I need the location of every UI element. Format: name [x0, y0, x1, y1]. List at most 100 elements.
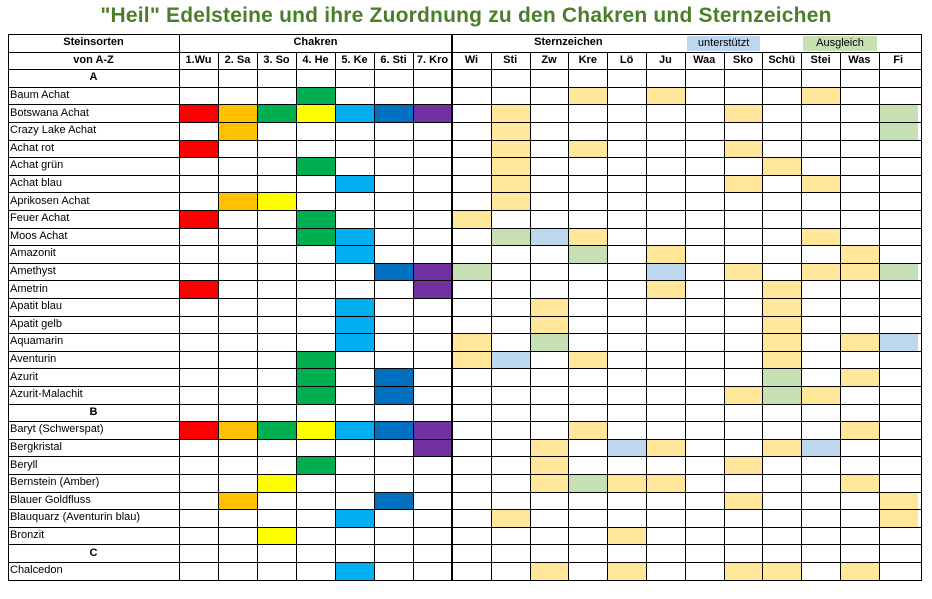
chakra-col-header: 6. Sti — [380, 53, 407, 66]
grid-line-h — [8, 474, 922, 475]
section-letter: A — [89, 71, 98, 84]
chakra-col-header: 7. Kro — [416, 53, 449, 66]
zodiac-cell — [879, 510, 918, 527]
stone-name: Amethyst — [10, 265, 56, 278]
stone-name: Bernstein (Amber) — [10, 476, 100, 489]
grid-line-v — [530, 51, 531, 581]
grid-line-h — [8, 69, 922, 70]
chakra-cell — [336, 299, 374, 316]
grid-line-h — [8, 456, 922, 457]
chakra-cell — [375, 369, 413, 386]
grid-line-h — [8, 245, 922, 246]
chakra-cell — [180, 422, 218, 439]
zodiac-cell — [724, 387, 763, 404]
grid-line-h — [8, 87, 922, 88]
grid-line-v — [685, 51, 686, 581]
grid-line-h — [8, 157, 922, 158]
zodiac-cell — [879, 263, 918, 281]
chakra-cell — [336, 316, 374, 334]
stone-name: Crazy Lake Achat — [10, 124, 97, 137]
zodiac-cell — [647, 87, 685, 105]
zodiac-cell — [608, 527, 646, 545]
zodiac-cell — [491, 193, 530, 210]
chakra-cell — [297, 422, 335, 439]
zodiac-cell — [763, 281, 802, 298]
chakra-cell — [258, 475, 296, 492]
chakra-cell — [375, 422, 413, 439]
grid-line-v — [762, 51, 763, 581]
grid-line-v — [646, 51, 647, 581]
grid-line-h — [8, 298, 922, 299]
chakra-cell — [219, 193, 257, 210]
stones-subheader: von A-Z — [73, 53, 114, 66]
stone-name: Aquamarin — [10, 335, 64, 348]
chakra-cell — [375, 492, 413, 510]
grid-line-v — [840, 51, 841, 581]
chakra-col-header: 5. Ke — [341, 53, 368, 66]
zodiac-cell — [647, 281, 685, 298]
stone-name: Bronzit — [10, 529, 45, 542]
zodiac-cell — [841, 246, 879, 263]
stone-name: Amazonit — [10, 247, 56, 260]
zodiac-cell — [453, 263, 491, 281]
chakra-cell — [375, 387, 413, 404]
chakra-cell — [297, 105, 335, 122]
stone-name: Blauquarz (Aventurin blau) — [10, 511, 141, 524]
grid-line-h — [8, 509, 922, 510]
chakra-cell — [297, 369, 335, 386]
zodiac-cell — [724, 263, 763, 281]
zodiac-cell — [841, 369, 879, 386]
zodiac-col-header: Wi — [464, 53, 479, 66]
zodiac-cell — [569, 87, 608, 105]
zodiac-cell — [530, 475, 569, 492]
legend-balance: Ausgleich — [803, 36, 877, 51]
chakra-cell — [219, 422, 257, 439]
zodiac-cell — [802, 228, 840, 246]
grid-line-v — [921, 34, 922, 581]
chakra-cell — [297, 387, 335, 404]
stone-name: Achat blau — [10, 177, 62, 190]
zodiac-cell — [530, 228, 569, 246]
zodiac-cell — [453, 351, 491, 369]
zodiac-cell — [841, 475, 879, 492]
grid-line-h — [8, 140, 922, 141]
zodiac-cell — [647, 439, 685, 457]
zodiac-col-header: Kre — [578, 53, 597, 66]
zodiac-cell — [763, 158, 802, 175]
grid-line-v — [568, 51, 569, 581]
stones-header: Steinsorten — [63, 36, 124, 49]
grid-line-h — [8, 386, 922, 387]
zodiac-cell — [763, 387, 802, 404]
zodiac-cell — [569, 246, 608, 263]
chakra-cell — [297, 211, 335, 228]
grid-line-h — [179, 52, 452, 53]
grid-line-h — [8, 192, 922, 193]
zodiac-cell — [608, 563, 646, 580]
chakra-cell — [258, 105, 296, 122]
stone-name: Chalcedon — [10, 564, 63, 577]
stone-name: Achat grün — [10, 159, 64, 172]
grid-line-h — [8, 333, 922, 334]
zodiac-cell — [569, 475, 608, 492]
zodiac-cell — [724, 457, 763, 474]
zodiac-cell — [491, 140, 530, 158]
zodiac-cell — [453, 211, 491, 228]
zodiac-cell — [879, 492, 918, 510]
zodiac-cell — [841, 422, 879, 439]
zodiac-cell — [841, 563, 879, 580]
chakra-cell — [297, 87, 335, 105]
grid-line-h — [8, 421, 922, 422]
zodiac-cell — [569, 228, 608, 246]
chakra-cell — [336, 563, 374, 580]
grid-line-h — [8, 263, 922, 264]
grid-line-v — [257, 51, 258, 581]
zodiac-group-header: Sternzeichen — [534, 36, 603, 49]
chakra-cell — [297, 457, 335, 474]
gemstone-table: Steinsorten Chakren Sternzeichen unterstütz… — [8, 34, 922, 591]
grid-line-v — [724, 51, 725, 581]
grid-line-h — [8, 439, 922, 440]
zodiac-cell — [879, 334, 918, 351]
zodiac-col-header: Fi — [893, 53, 904, 66]
grid-line-v — [801, 51, 802, 581]
grid-line-v — [879, 51, 880, 581]
